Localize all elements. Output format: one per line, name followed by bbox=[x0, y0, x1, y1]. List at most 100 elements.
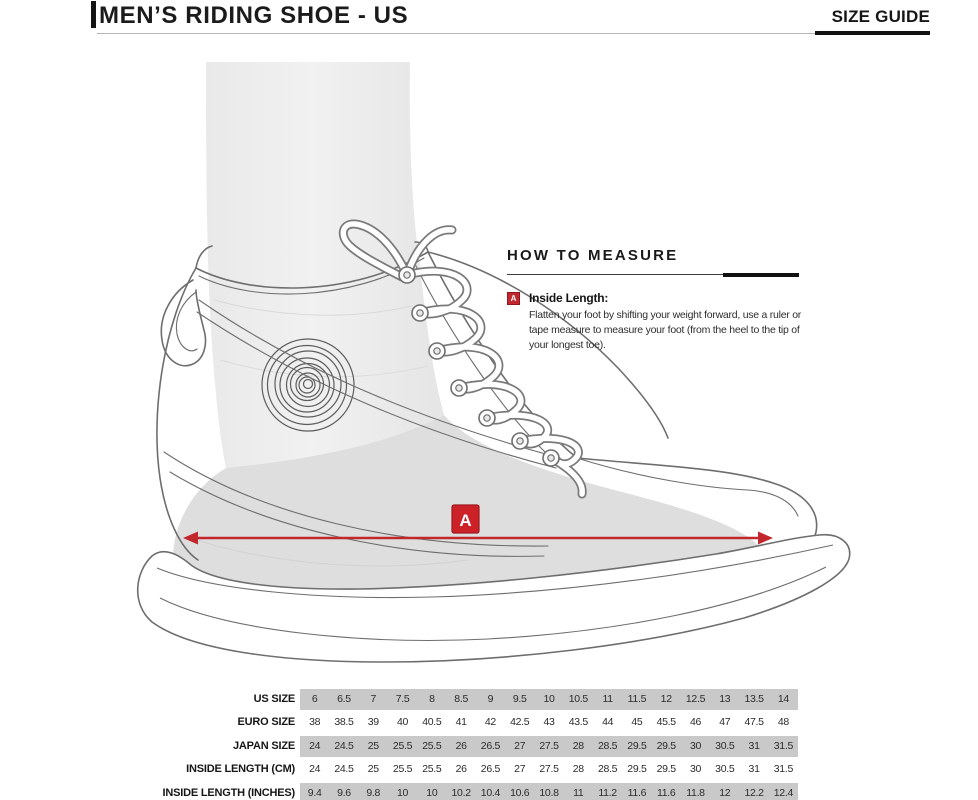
size-cell: 30.5 bbox=[715, 739, 735, 752]
row-label: US SIZE bbox=[253, 693, 296, 705]
table-row: INSIDE LENGTH (CM) 24 24.5 25 25.5 25.5 26 26.5… bbox=[0, 758, 978, 781]
how-to-measure-divider bbox=[507, 273, 799, 277]
size-cell: 11.2 bbox=[598, 786, 617, 799]
sole bbox=[136, 534, 851, 663]
arrowhead-left bbox=[183, 531, 198, 545]
size-cell: 9 bbox=[487, 693, 494, 705]
size-cell: 12 bbox=[660, 693, 672, 705]
size-cell: 44 bbox=[602, 716, 614, 729]
size-cell: 25 bbox=[367, 739, 379, 752]
eyelets bbox=[398, 266, 560, 467]
size-cell: 7.5 bbox=[395, 693, 410, 705]
row-label: JAPAN SIZE bbox=[233, 739, 295, 752]
how-to-measure-section: HOW TO MEASURE A Inside Length: Flatten … bbox=[507, 247, 801, 353]
size-cell: 41 bbox=[455, 716, 467, 729]
size-cell: 43.5 bbox=[568, 716, 589, 729]
size-cell: 46 bbox=[689, 716, 702, 729]
size-cell: 38 bbox=[309, 716, 321, 729]
size-cell: 10 bbox=[426, 786, 438, 799]
size-cell: 47 bbox=[719, 716, 731, 729]
size-cell: 12 bbox=[719, 786, 731, 799]
row-label: INSIDE LENGTH (INCHES) bbox=[162, 786, 296, 799]
size-cell: 39 bbox=[367, 716, 379, 729]
size-cell: 30 bbox=[689, 739, 702, 752]
row-values: 38 38.5 39 40 40.5 41 42 42.5 43 43.5 44 45 45.5 46 47… bbox=[300, 712, 798, 733]
size-cell: 10.4 bbox=[480, 786, 501, 799]
size-cell: 8 bbox=[429, 693, 435, 705]
size-cell: 25.5 bbox=[422, 739, 442, 752]
header-divider bbox=[97, 33, 815, 34]
size-cell: 14 bbox=[777, 693, 789, 705]
size-cell: 48 bbox=[777, 716, 789, 729]
row-values: 9.4 9.6 9.8 10 10 10.2 10.4 10.6 10.8 11 11.2 11.6 1… bbox=[300, 782, 798, 800]
size-cell: 28 bbox=[572, 739, 584, 752]
size-cell: 11.8 bbox=[686, 786, 705, 799]
row-label: EURO SIZE bbox=[237, 716, 296, 729]
size-cell: 8.5 bbox=[454, 693, 468, 705]
measure-item-title: Inside Length: bbox=[529, 291, 609, 305]
size-cell: 26 bbox=[455, 739, 467, 752]
size-cell: 10.8 bbox=[539, 786, 559, 799]
size-cell: 11.5 bbox=[627, 693, 647, 705]
size-cell: 45 bbox=[631, 716, 643, 729]
size-cell: 26 bbox=[455, 763, 467, 776]
size-cell: 6 bbox=[311, 693, 318, 705]
size-cell: 9.4 bbox=[307, 786, 322, 799]
size-cell: 10.6 bbox=[510, 786, 530, 799]
laces bbox=[338, 219, 587, 499]
size-cell: 27 bbox=[514, 739, 526, 752]
table-row: US SIZE 6 6.5 7 7.5 8 8.5 9 9.5 10 10.5 11 11.5 12 12.… bbox=[0, 688, 978, 711]
page-title: MEN’S RIDING SHOE - US bbox=[99, 2, 409, 29]
size-cell: 38.5 bbox=[334, 716, 354, 729]
marker-a-badge: A bbox=[451, 504, 480, 534]
size-cell: 9.6 bbox=[337, 786, 351, 799]
size-cell: 40.5 bbox=[422, 716, 442, 729]
row-values: 6 6.5 7 7.5 8 8.5 9 9.5 10 10.5 11 11.5 12 12.5 13 13.5… bbox=[300, 689, 798, 710]
size-guide-underline bbox=[815, 31, 930, 35]
size-cell: 27.5 bbox=[539, 739, 559, 752]
size-cell: 13.5 bbox=[744, 693, 764, 705]
size-cell: 24.5 bbox=[334, 739, 354, 752]
measure-item-description: Flatten your foot by shifting your weigh… bbox=[529, 309, 802, 351]
size-cell: 30 bbox=[689, 763, 702, 776]
size-cell: 12.4 bbox=[773, 786, 794, 799]
size-cell: 42 bbox=[484, 716, 496, 729]
size-cell: 26.5 bbox=[480, 739, 501, 752]
measurement-arrow: A bbox=[183, 504, 773, 545]
title-accent-bar bbox=[91, 1, 96, 28]
size-cell: 40 bbox=[396, 716, 409, 729]
size-cell: 42.5 bbox=[510, 716, 530, 729]
size-cell: 11.6 bbox=[627, 786, 647, 799]
size-cell: 31.5 bbox=[773, 763, 794, 776]
table-row: EURO SIZE 38 38.5 39 40 40.5 41 42 42.5 43 43.5 44 4… bbox=[0, 711, 978, 734]
size-cell: 12.5 bbox=[685, 693, 706, 705]
size-cell: 31 bbox=[748, 739, 760, 752]
size-cell: 43 bbox=[543, 716, 555, 729]
size-cell: 27 bbox=[514, 763, 526, 776]
boot-outline bbox=[156, 241, 818, 565]
size-cell: 10.2 bbox=[451, 786, 472, 799]
size-cell: 26.5 bbox=[480, 763, 501, 776]
arrowhead-right bbox=[758, 531, 773, 545]
ankle-spiral-icon bbox=[261, 338, 355, 432]
size-cell: 24 bbox=[309, 763, 321, 776]
size-cell: 29.5 bbox=[627, 739, 647, 752]
size-cell: 25.5 bbox=[392, 739, 413, 752]
size-cell: 6.5 bbox=[337, 693, 351, 705]
size-table: US SIZE 6 6.5 7 7.5 8 8.5 9 9.5 10 10.5 11 11.5 12 12.… bbox=[0, 688, 978, 800]
size-cell: 28.5 bbox=[597, 763, 618, 776]
row-values: 24 24.5 25 25.5 25.5 26 26.5 27 27.5 28 28.5 29.5 29… bbox=[300, 735, 798, 757]
size-cell: 11 bbox=[602, 693, 613, 705]
size-cell: 10.5 bbox=[568, 693, 589, 705]
size-cell: 29.5 bbox=[627, 763, 647, 776]
size-guide-link[interactable]: SIZE GUIDE bbox=[831, 7, 930, 26]
row-label: INSIDE LENGTH (CM) bbox=[186, 763, 295, 776]
size-cell: 45.5 bbox=[656, 716, 677, 729]
table-row: JAPAN SIZE 24 24.5 25 25.5 25.5 26 26.5 27 27.5 28… bbox=[0, 735, 978, 758]
size-cell: 28.5 bbox=[597, 739, 618, 752]
size-cell: 11.6 bbox=[656, 786, 676, 799]
size-cell: 25.5 bbox=[392, 763, 413, 776]
size-cell: 7 bbox=[370, 693, 377, 705]
measure-item-a: A Inside Length: Flatten your foot by sh… bbox=[507, 291, 801, 353]
